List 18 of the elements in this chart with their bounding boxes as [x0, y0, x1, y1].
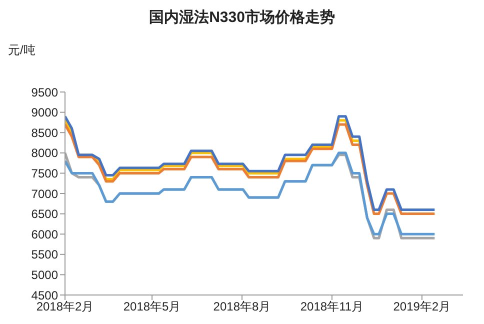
y-tick-label: 7000	[31, 186, 58, 201]
y-tick-label: 4500	[31, 288, 58, 302]
y-axis-title: 元/吨	[8, 42, 36, 59]
x-tick-label: 2018年2月	[36, 300, 94, 314]
y-tick-label: 7500	[31, 166, 58, 180]
x-tick-label: 2018年8月	[213, 300, 271, 314]
x-tick-label: 2018年11月	[300, 300, 364, 314]
y-tick-label: 8500	[31, 126, 58, 140]
y-tick-label: 8000	[31, 146, 58, 160]
y-tick-label: 5000	[31, 268, 58, 282]
y-tick-label: 9500	[31, 85, 58, 100]
x-tick-label: 2019年2月	[393, 300, 451, 314]
chart-title: 国内湿法N330市场价格走势	[148, 8, 336, 27]
y-tick-label: 9000	[31, 106, 58, 120]
y-tick-label: 6500	[31, 207, 58, 222]
y-tick-label: 6000	[31, 227, 58, 242]
x-tick-label: 2018年5月	[123, 300, 181, 314]
y-tick-label: 5500	[31, 248, 58, 262]
